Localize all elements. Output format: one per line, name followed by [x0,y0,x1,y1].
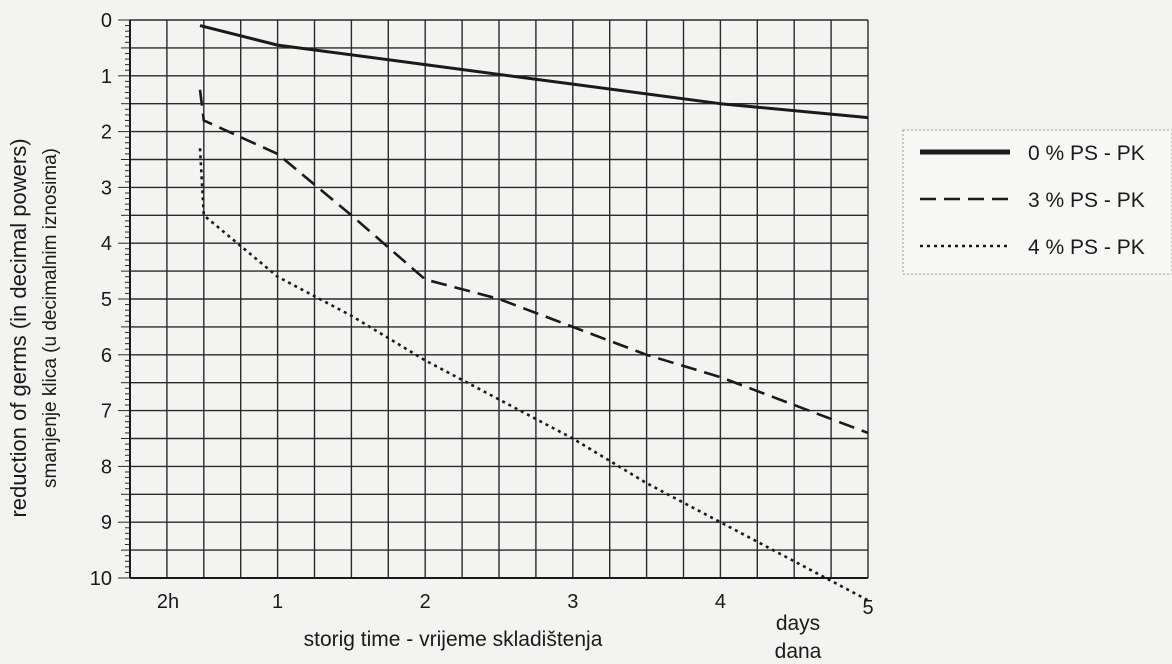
series-lines [198,24,869,602]
y-tick-label: 4 [101,233,112,255]
y-tick-label: 10 [90,568,112,590]
y-tick-label: 9 [101,512,112,534]
y-tick-label: 8 [101,456,112,478]
x-tick-label: 3 [567,591,578,613]
legend: 0 % PS - PK 3 % PS - PK 4 % PS - PK [902,129,1172,275]
x-tick-label: 4 [715,591,726,613]
x-axis-title: storig time - vrijeme skladištenja [304,628,603,651]
legend-label: 3 % PS - PK [1028,189,1145,212]
axes: 0 1 2 3 4 5 6 7 8 9 10 2h 1 2 3 4 5 [90,10,874,619]
series-line-1 [199,24,869,120]
x-tick-label: 2 [420,591,431,613]
y-tick-label: 7 [101,401,112,423]
y-tick-label: 2 [101,122,112,144]
y-tick-label: 0 [101,10,112,32]
x-tick-label: 1 [272,591,283,613]
y-tick-label: 6 [101,345,112,367]
x-axis-unit-secondary: dana [775,640,822,663]
y-tick-label: 1 [101,66,112,88]
axis-labels: reduction of germs (in decimal powers) s… [6,138,822,663]
x-tick-label: 5 [862,597,873,619]
y-tick-label: 5 [101,289,112,311]
x-tick-label: 2h [157,591,179,613]
legend-label: 0 % PS - PK [1028,142,1145,165]
y-axis-title: reduction of germs (in decimal powers) [6,138,31,517]
series-line-2 [198,89,869,435]
y-axis-title-secondary: smanjenje klica (u decimalnim iznosima) [40,148,61,488]
y-tick-label: 3 [101,177,112,199]
legend-label: 4 % PS - PK [1028,236,1145,259]
grid [129,19,869,579]
x-axis-unit: days [776,612,820,635]
